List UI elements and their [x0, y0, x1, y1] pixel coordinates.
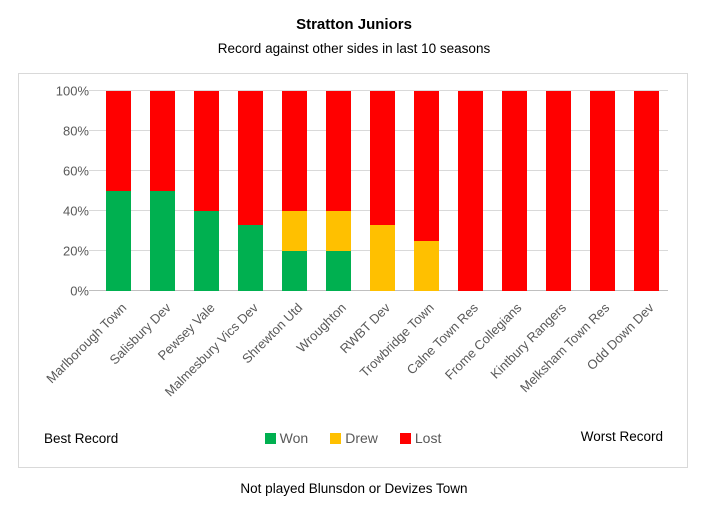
bar-slot [404, 91, 448, 291]
y-axis: 0% 20% 40% 60% 80% 100% [19, 84, 89, 299]
stacked-bar [150, 91, 176, 291]
gridline-100 [89, 90, 668, 91]
bar-segment-lost [413, 91, 439, 241]
bar-segment-drew [413, 241, 439, 291]
bar-segment-lost [589, 91, 615, 291]
chart-title: Stratton Juniors [296, 16, 412, 33]
x-tick-label: Kintbury Rangers [487, 300, 569, 382]
footnote: Not played Blunsdon or Devizes Town [240, 481, 468, 496]
legend-item-won: Won [264, 430, 309, 446]
stacked-bar [413, 91, 439, 291]
x-axis: Marlborough Town Salisbury Dev Pewsey Vale… [44, 296, 668, 426]
bar-slot [97, 91, 141, 291]
chart-frame: 0% 20% 40% 60% 80% 100% Marlborough Town Salis… [18, 73, 688, 468]
bar-segment-lost [326, 91, 352, 211]
bar-slot [317, 91, 361, 291]
stacked-bar [238, 91, 264, 291]
legend: Won Drew Lost [19, 430, 687, 446]
bar-segment-won [326, 251, 352, 291]
legend-item-lost: Lost [399, 430, 442, 446]
bar-slot [624, 91, 668, 291]
bar-slot [580, 91, 624, 291]
bar-segment-lost [369, 91, 395, 225]
y-tick-label: 100% [55, 83, 89, 99]
legend-swatch-won [264, 432, 276, 444]
bar-segment-lost [633, 91, 659, 291]
best-record-label: Best Record [44, 431, 119, 446]
y-tick-label: 80% [62, 123, 89, 139]
legend-label: Drew [345, 430, 378, 446]
stacked-bar [369, 91, 395, 291]
x-tick-label: Frome Collegians [442, 300, 525, 383]
y-tick-label: 60% [62, 163, 89, 179]
y-tick-label: 20% [62, 243, 89, 259]
bar-segment-lost [150, 91, 176, 191]
bar-segment-lost [106, 91, 132, 191]
stacked-bar [501, 91, 527, 291]
stacked-bar [545, 91, 571, 291]
legend-label: Won [279, 430, 309, 446]
worst-record-label: Worst Record [580, 429, 663, 444]
bar-segment-lost [501, 91, 527, 291]
bar-segment-won [238, 225, 264, 291]
chart-subtitle: Record against other sides in last 10 se… [217, 41, 491, 56]
bar-segment-lost [194, 91, 220, 211]
stacked-bar [282, 91, 308, 291]
bar-segment-drew [326, 211, 352, 251]
bar-segment-drew [282, 211, 308, 251]
bar-slot [492, 91, 536, 291]
bar-series [97, 91, 668, 291]
y-tick-label: 0% [70, 283, 89, 299]
bar-segment-won [106, 191, 132, 291]
bar-segment-lost [282, 91, 308, 211]
bar-slot [361, 91, 405, 291]
stacked-bar [589, 91, 615, 291]
legend-swatch-drew [330, 432, 342, 444]
bar-slot [273, 91, 317, 291]
plot-area [89, 90, 668, 291]
bar-segment-won [194, 211, 220, 291]
stacked-bar [194, 91, 220, 291]
legend-label: Lost [414, 430, 442, 446]
bar-segment-won [282, 251, 308, 291]
bar-slot [229, 91, 273, 291]
y-tick-label: 40% [62, 203, 89, 219]
stacked-bar [633, 91, 659, 291]
legend-swatch-lost [399, 432, 411, 444]
bar-slot [185, 91, 229, 291]
stacked-bar [106, 91, 132, 291]
bar-slot [141, 91, 185, 291]
bar-slot [536, 91, 580, 291]
bar-segment-drew [369, 225, 395, 291]
stacked-bar [457, 91, 483, 291]
legend-item-drew: Drew [330, 430, 378, 446]
bar-segment-lost [457, 91, 483, 291]
bar-segment-won [150, 191, 176, 291]
bar-segment-lost [545, 91, 571, 291]
x-tick-label: Marlborough Town [43, 300, 130, 387]
stacked-bar [326, 91, 352, 291]
bar-segment-lost [238, 91, 264, 225]
bar-slot [448, 91, 492, 291]
